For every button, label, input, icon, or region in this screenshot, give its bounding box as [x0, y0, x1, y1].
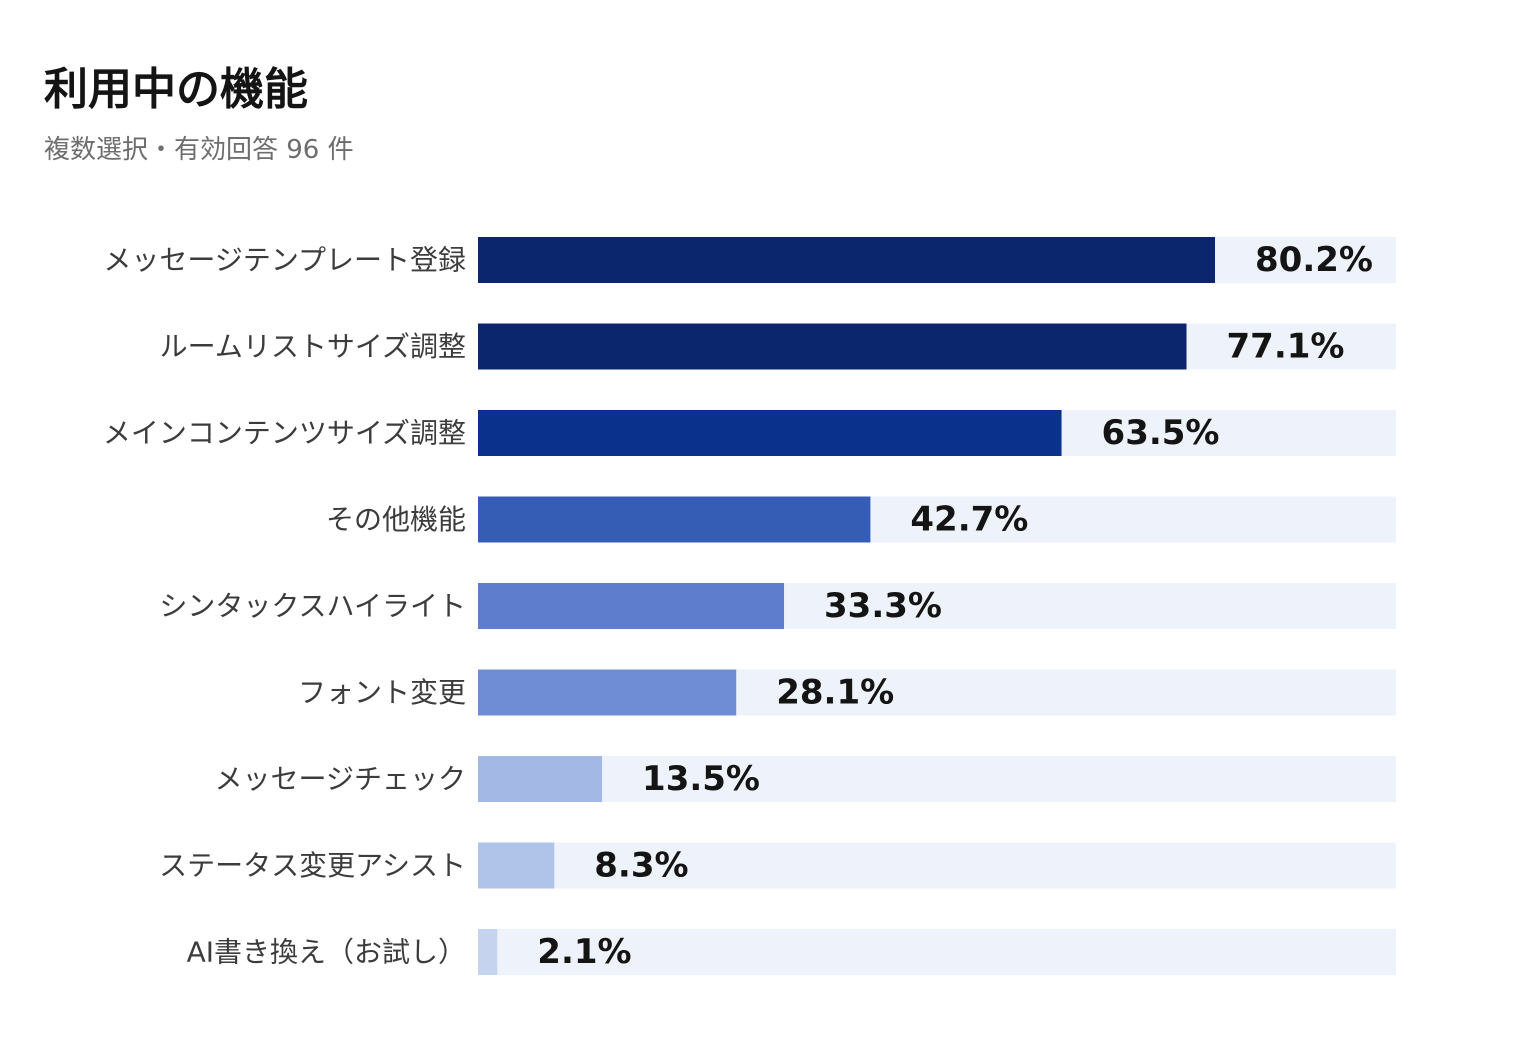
value-label: 8.3%: [594, 846, 688, 886]
category-label: メインコンテンツサイズ調整: [103, 417, 466, 450]
value-label: 63.5%: [1102, 413, 1220, 453]
category-label: ルームリストサイズ調整: [160, 330, 466, 363]
value-label: 28.1%: [776, 673, 894, 713]
bar: [478, 583, 785, 629]
bar: [478, 669, 737, 716]
value-label: 80.2%: [1255, 240, 1373, 280]
value-label: 77.1%: [1227, 327, 1345, 367]
bar: [478, 323, 1187, 370]
category-label: メッセージテンプレート登録: [103, 244, 466, 277]
chart-title: 利用中の機能: [44, 64, 308, 115]
bar: [478, 410, 1062, 456]
value-label: 42.7%: [910, 500, 1028, 540]
category-label: その他機能: [326, 503, 466, 536]
bar: [478, 496, 871, 543]
bar: [478, 842, 555, 889]
category-label: メッセージチェック: [215, 763, 466, 796]
category-label: AI書き換え（お試し）: [187, 936, 466, 969]
category-label: ステータス変更アシスト: [159, 849, 466, 882]
bar: [478, 929, 498, 975]
value-label: 2.1%: [537, 932, 631, 972]
value-label: 33.3%: [824, 586, 942, 626]
value-label: 13.5%: [642, 759, 760, 799]
bar: [478, 237, 1215, 283]
bar-track: [478, 929, 1396, 975]
bar-track: [478, 842, 1396, 889]
category-label: フォント変更: [298, 676, 466, 709]
chart-subtitle: 複数選択・有効回答 96 件: [44, 135, 354, 165]
bar-track: [478, 756, 1396, 802]
bar: [478, 756, 603, 802]
category-label: シンタックスハイライト: [159, 590, 466, 623]
